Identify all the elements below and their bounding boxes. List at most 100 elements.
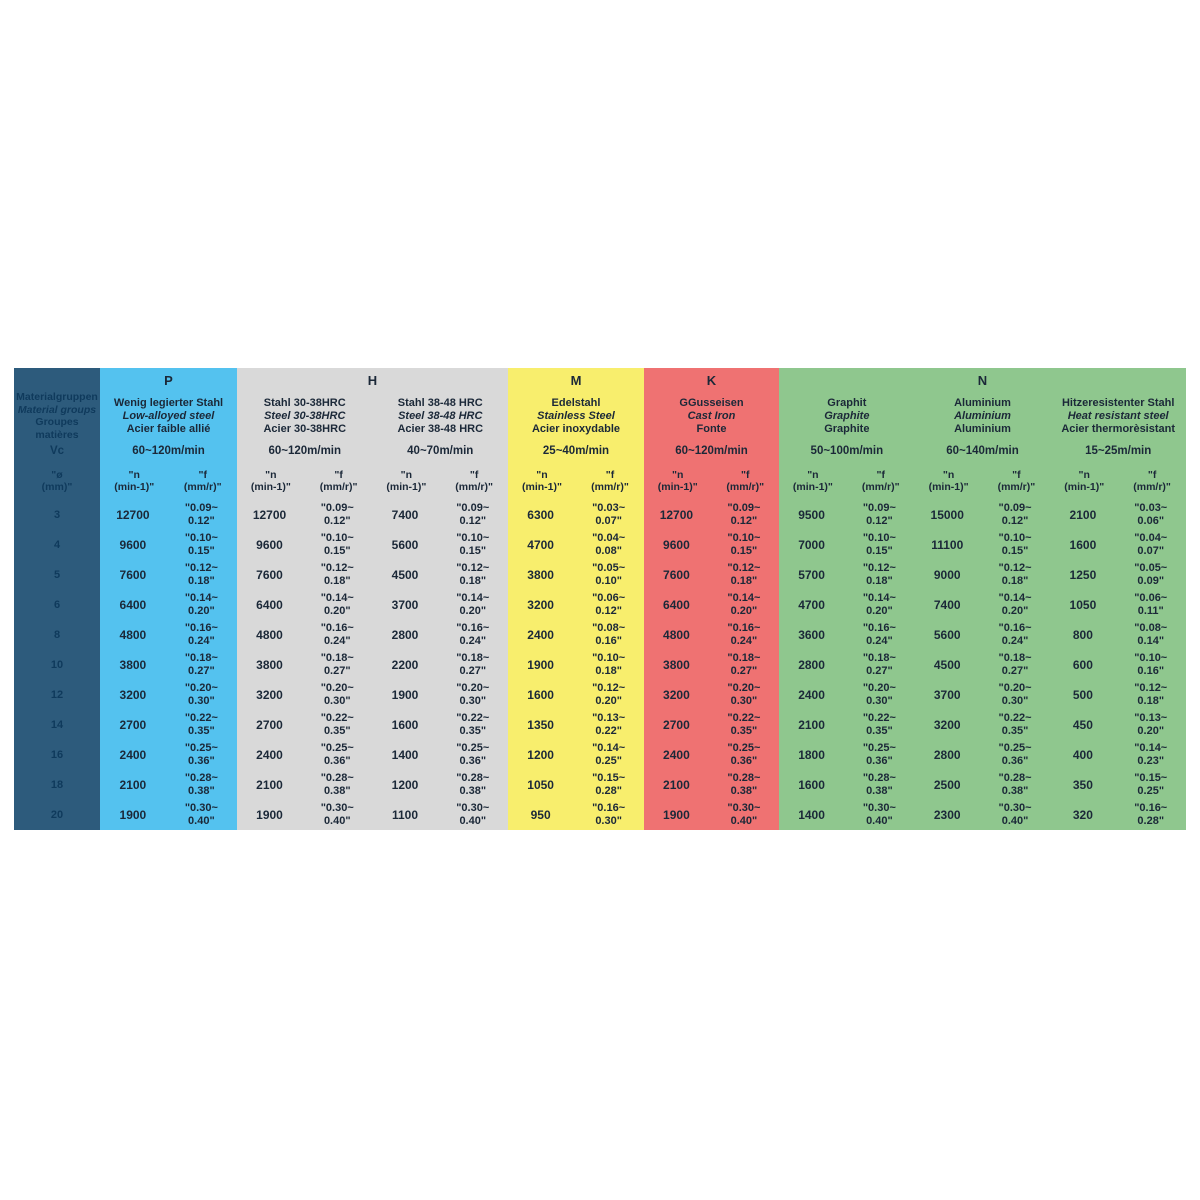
f-value-line2: 0.25" [595, 755, 622, 767]
f-value: "0.16~ 0.24" [302, 620, 372, 650]
f-header-line1: "f [334, 469, 343, 481]
n-header-line1: "n [400, 469, 413, 481]
f-value-line1: "0.14~ [592, 742, 626, 754]
f-value-line1: "0.22~ [998, 712, 1032, 724]
column-headers: "n (min-1)" "f (mm/r)" [373, 462, 509, 500]
n-value: 9600 [256, 538, 283, 552]
f-value-line2: 0.28" [1137, 815, 1165, 827]
f-value-line2: 0.36" [188, 755, 215, 767]
f-value: "0.18~ 0.27" [166, 650, 237, 680]
table-row: 3200 "0.20~ 0.30" [100, 680, 237, 710]
f-value-line1: "0.13~ [592, 712, 626, 724]
diameter-value: 16 [50, 749, 64, 761]
material-name-line: Graphite [824, 422, 870, 435]
f-value-line2: 0.18" [866, 575, 893, 587]
f-value-line1: "0.22~ [184, 712, 218, 724]
f-value-line1: "0.12~ [320, 562, 354, 574]
n-value: 1900 [391, 688, 419, 702]
diameter-header-line1: "ø [51, 469, 63, 481]
n-value: 5600 [933, 628, 961, 642]
group-column-h: H Stahl 30-38HRC Steel 30-38HRC Acier 30-38… [237, 368, 508, 830]
vc-value: 15~25m/min [1085, 445, 1152, 457]
f-value: "0.25~ 0.36" [980, 740, 1051, 770]
f-header-line1: "f [605, 469, 615, 481]
material-name-line: Graphite [824, 409, 870, 422]
n-header: "n (min-1)" [100, 462, 169, 500]
table-row: 12700 "0.09~ 0.12" [237, 500, 373, 530]
material-name-line: Hitzeresistenter Stahl [1061, 396, 1175, 409]
table-row: 2400 "0.25~ 0.36" [100, 740, 237, 770]
f-value: "0.14~ 0.20" [302, 590, 372, 620]
n-value: 3800 [663, 658, 690, 672]
f-value-line1: "0.25~ [320, 742, 354, 754]
f-value-line2: 0.35" [459, 725, 487, 737]
f-value-line2: 0.24" [866, 635, 893, 647]
n-value: 350 [1072, 778, 1093, 792]
table-row: 7600 "0.12~ 0.18" [237, 560, 373, 590]
f-value-line2: 0.18" [1137, 695, 1165, 707]
material-column: GGusseisen Cast Iron Fonte 60~120m/min "n (mi… [644, 392, 779, 830]
table-row: 4800 "0.16~ 0.24" [237, 620, 373, 650]
f-value-line2: 0.15" [188, 545, 215, 557]
table-row: 2200 "0.18~ 0.27" [373, 650, 509, 680]
n-header-line2: (min-1)" [928, 481, 969, 493]
f-value: "0.28~ 0.38" [302, 770, 372, 800]
n-header-line2: (min-1)" [386, 481, 427, 493]
f-value: "0.08~ 0.16" [573, 620, 644, 650]
column-headers: "n (min-1)" "f (mm/r)" [237, 462, 373, 500]
n-header-line2: (min-1)" [1064, 481, 1105, 493]
f-value-line2: 0.27" [323, 665, 351, 677]
f-value: "0.09~ 0.12" [844, 500, 915, 530]
vc-value: 25~40m/min [542, 445, 610, 457]
column-headers: "n (min-1)" "f (mm/r)" [644, 462, 779, 500]
f-value-line2: 0.12" [866, 515, 893, 527]
table-row: 9600 "0.10~ 0.15" [237, 530, 373, 560]
f-value-line2: 0.16" [595, 635, 622, 647]
materials-row: GGusseisen Cast Iron Fonte 60~120m/min "n (mi… [644, 392, 779, 830]
f-value-line2: 0.38" [188, 785, 215, 797]
material-name-line: Steel 30-38HRC [264, 409, 346, 422]
f-value: "0.30~ 0.40" [166, 800, 237, 830]
f-value-line1: "0.30~ [320, 802, 354, 814]
f-value: "0.10~ 0.15" [438, 530, 508, 560]
f-value-line2: 0.40" [459, 815, 487, 827]
f-value-line2: 0.24" [730, 635, 758, 647]
table-row: 3800 "0.18~ 0.27" [237, 650, 373, 680]
f-value: "0.16~ 0.24" [980, 620, 1051, 650]
f-value: "0.20~ 0.30" [438, 680, 508, 710]
f-value: "0.10~ 0.15" [302, 530, 372, 560]
f-value-line1: "0.09~ [998, 502, 1032, 514]
f-value-line2: 0.28" [595, 785, 622, 797]
vc-value: 60~120m/min [268, 445, 342, 457]
n-header: "n (min-1)" [1050, 462, 1118, 500]
f-value: "0.10~ 0.18" [573, 650, 644, 680]
n-header-line1: "n [128, 469, 140, 481]
diameter-value: 5 [53, 569, 61, 581]
table-row: 3700 "0.20~ 0.30" [915, 680, 1051, 710]
n-value: 7400 [391, 508, 419, 522]
f-header-line1: "f [198, 469, 207, 481]
f-value: "0.30~ 0.40" [844, 800, 915, 830]
material-name-line: Aluminium [954, 409, 1011, 422]
f-value-line2: 0.07" [1137, 545, 1165, 557]
n-value: 2300 [933, 808, 961, 822]
f-value-line1: "0.12~ [998, 562, 1032, 574]
f-value: "0.18~ 0.27" [438, 650, 508, 680]
f-value-line1: "0.25~ [456, 742, 490, 754]
n-value: 12700 [659, 508, 694, 522]
f-value-line1: "0.20~ [320, 682, 354, 694]
n-header: "n (min-1)" [644, 462, 712, 500]
f-value-line2: 0.15" [1001, 545, 1029, 557]
vc-value: 40~70m/min [407, 445, 474, 457]
f-value-line2: 0.12" [595, 605, 622, 617]
f-value-line1: "0.30~ [862, 802, 896, 814]
f-header-line2: (mm/r)" [591, 481, 629, 493]
table-row: 1050 "0.15~ 0.28" [508, 770, 644, 800]
table-row: 1600 "0.22~ 0.35" [373, 710, 509, 740]
f-value-line1: "0.16~ [320, 622, 354, 634]
materials-row: Stahl 30-38HRC Steel 30-38HRC Acier 30-38H… [237, 392, 508, 830]
f-value: "0.16~ 0.24" [438, 620, 508, 650]
f-value-line2: 0.38" [1001, 785, 1029, 797]
n-value: 4700 [798, 598, 825, 612]
f-value: "0.10~ 0.15" [980, 530, 1051, 560]
